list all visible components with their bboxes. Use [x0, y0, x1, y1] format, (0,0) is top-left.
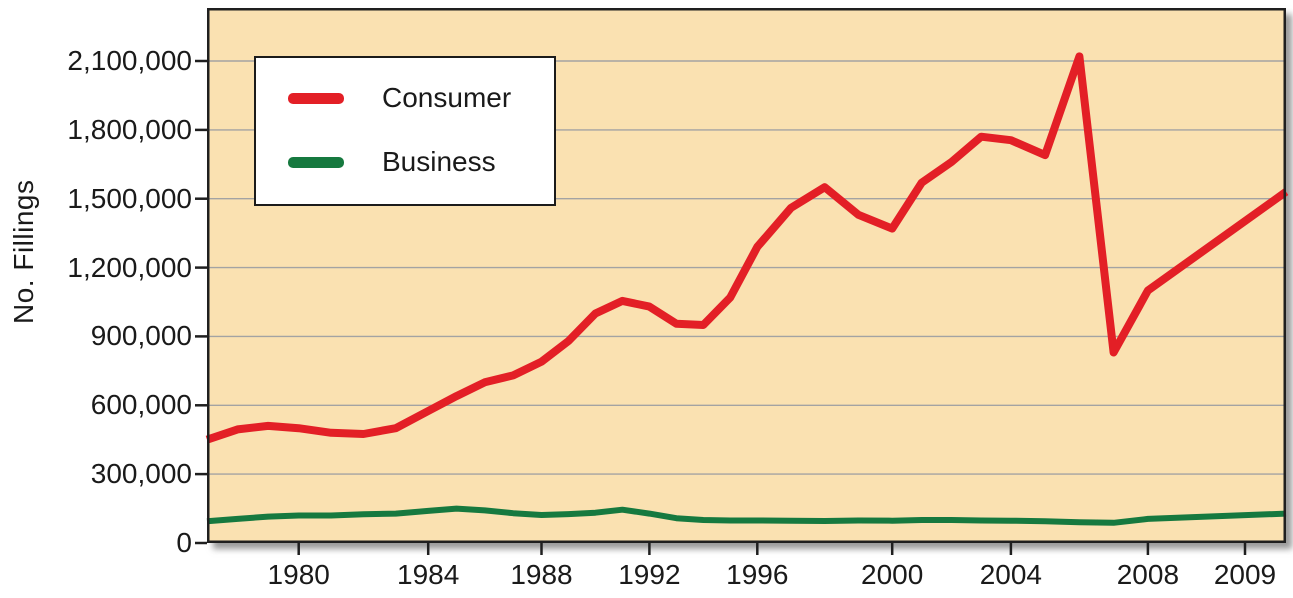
x-axis-tick-label: 2009: [1213, 559, 1277, 590]
y-axis-tick-label: 0: [176, 527, 192, 558]
x-axis-tick-label: 1984: [397, 559, 460, 590]
y-axis-tick-label: 2,100,000: [67, 45, 192, 76]
x-axis-tick-label: 1996: [726, 559, 789, 590]
x-axis-tick-label: 1988: [510, 559, 573, 590]
y-axis-tick-label: 300,000: [90, 458, 192, 490]
legend-label-consumer: Consumer: [382, 82, 512, 113]
x-axis-tick-label: 2008: [1116, 559, 1180, 590]
x-axis-tick-label: 1980: [267, 559, 330, 590]
y-axis-tick-label: 900,000: [90, 320, 192, 352]
legend-item-business: Business: [288, 146, 554, 178]
legend-item-consumer: Consumer: [288, 82, 554, 114]
y-axis-tick-label: 1,500,000: [67, 182, 192, 214]
plot-area: Consumer Business: [195, 8, 1289, 555]
business-line-swatch: [288, 156, 344, 168]
x-axis-tick-label: 2004: [979, 559, 1042, 590]
y-axis-tick-label: 1,200,000: [67, 251, 192, 283]
y-axis-tick-label: 1,800,000: [67, 113, 192, 145]
y-axis-tick-label: 600,000: [90, 389, 192, 421]
x-axis-tick-label: 2000: [861, 559, 924, 590]
consumer-line-swatch: [288, 92, 344, 104]
x-axis-tick-label: 1992: [618, 559, 681, 590]
legend-label-business: Business: [382, 146, 496, 177]
legend: Consumer Business: [254, 56, 556, 206]
